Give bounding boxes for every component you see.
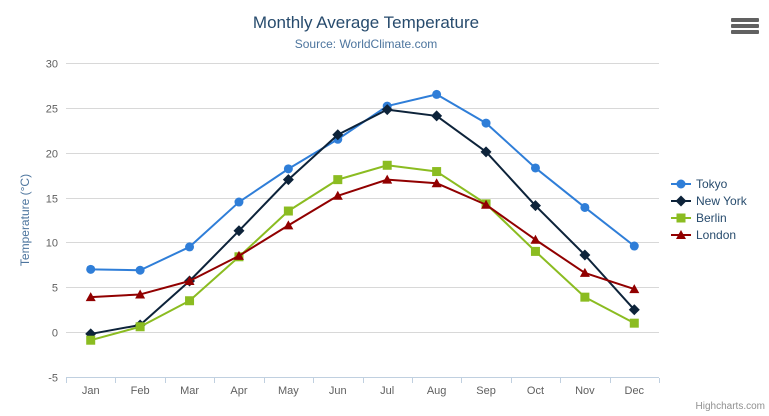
series-new-york-point[interactable] (381, 104, 393, 116)
series-new-york-point[interactable] (332, 129, 344, 141)
legend-label: New York (696, 193, 747, 208)
y-tick-label: -5 (48, 373, 58, 385)
series-new-york-point[interactable] (233, 225, 245, 237)
series-london-point[interactable] (431, 178, 442, 188)
series-london-line[interactable] (89, 178, 636, 299)
legend-marker-triangle-icon (671, 229, 691, 239)
legend-marker-square-icon (671, 213, 691, 222)
x-tick-label: Aug (427, 385, 447, 397)
y-tick-label: 20 (46, 149, 58, 161)
legend: Tokyo New York Berlin London (671, 175, 747, 243)
y-tick-label: 15 (46, 194, 58, 206)
x-tick-label: Apr (230, 385, 247, 397)
series-new-york-point[interactable] (282, 174, 294, 186)
x-tick-label: Oct (527, 385, 544, 397)
legend-marker-diamond-icon (671, 195, 691, 206)
hamburger-icon (731, 30, 759, 34)
series-berlin-point[interactable] (333, 175, 343, 185)
legend-item-london[interactable]: London (671, 226, 747, 243)
series-new-york-point[interactable] (529, 200, 541, 212)
series-london-point[interactable] (184, 276, 195, 286)
series-tokyo-point[interactable] (283, 164, 293, 174)
series-london-point[interactable] (629, 284, 640, 294)
legend-item-berlin[interactable]: Berlin (671, 209, 747, 226)
series-berlin-point[interactable] (432, 167, 442, 177)
y-axis-title: Temperature (°C) (18, 173, 32, 267)
legend-label: London (696, 227, 737, 242)
series-berlin-point[interactable] (86, 335, 96, 345)
x-tick-label: Sep (476, 385, 496, 397)
chart-subtitle: Source: WorldClimate.com (294, 37, 438, 51)
series-london-point[interactable] (530, 234, 541, 244)
legend-label: Tokyo (696, 176, 728, 191)
series-tokyo-point[interactable] (481, 118, 491, 128)
series-new-york-point[interactable] (480, 146, 492, 158)
y-tick-label: 0 (52, 328, 58, 340)
series-berlin-point[interactable] (629, 318, 639, 328)
hamburger-icon (731, 18, 759, 22)
series-tokyo-point[interactable] (432, 89, 442, 99)
x-tick-label: May (278, 385, 299, 397)
x-tick-label: Nov (575, 385, 595, 397)
series-berlin-point[interactable] (185, 296, 195, 306)
series-new-york-point[interactable] (579, 249, 591, 261)
series-new-york-point[interactable] (431, 110, 443, 122)
x-tick-label: Jan (82, 385, 100, 397)
x-tick-label: Dec (625, 385, 645, 397)
x-tick-label: Jun (329, 385, 347, 397)
series-berlin-point[interactable] (382, 160, 392, 170)
series-london-point[interactable] (481, 199, 492, 209)
series-berlin-point[interactable] (580, 292, 590, 302)
export-menu-button[interactable] (731, 16, 759, 36)
series-berlin-line[interactable] (89, 164, 636, 342)
legend-item-new-york[interactable]: New York (671, 192, 747, 209)
legend-label: Berlin (696, 210, 727, 225)
series-tokyo-point[interactable] (580, 202, 590, 212)
series-london-point[interactable] (579, 267, 590, 277)
series-berlin-point[interactable] (135, 322, 145, 332)
series-berlin-point[interactable] (530, 246, 540, 256)
x-tick-label: Feb (131, 385, 150, 397)
series-london-point[interactable] (283, 220, 294, 230)
y-tick-label: 10 (46, 238, 58, 250)
series-tokyo-point[interactable] (86, 264, 96, 274)
series-tokyo-point[interactable] (185, 242, 195, 252)
series-tokyo-point[interactable] (530, 163, 540, 173)
series-tokyo-point[interactable] (629, 241, 639, 251)
series-london-point[interactable] (85, 292, 96, 302)
x-tick-label: Jul (380, 385, 394, 397)
highcharts-credit-link[interactable]: Highcharts.com (695, 401, 765, 412)
legend-marker-circle-icon (671, 179, 691, 188)
legend-item-tokyo[interactable]: Tokyo (671, 175, 747, 192)
hamburger-icon (731, 24, 759, 28)
series-berlin-point[interactable] (283, 206, 293, 216)
series-tokyo-point[interactable] (135, 265, 145, 275)
series-new-york-point[interactable] (628, 304, 640, 316)
series-tokyo-point[interactable] (234, 197, 244, 207)
series-tokyo-line[interactable] (89, 93, 636, 272)
series-london-point[interactable] (233, 250, 244, 260)
series-london-point[interactable] (382, 174, 393, 184)
series-new-york-line[interactable] (89, 108, 636, 335)
chart-title: Monthly Average Temperature (252, 13, 480, 32)
series-london-point[interactable] (332, 190, 343, 200)
y-tick-label: 30 (46, 59, 58, 71)
y-tick-label: 25 (46, 104, 58, 116)
series-london-point[interactable] (135, 289, 146, 299)
x-tick-label: Mar (180, 385, 199, 397)
y-tick-label: 5 (52, 283, 58, 295)
